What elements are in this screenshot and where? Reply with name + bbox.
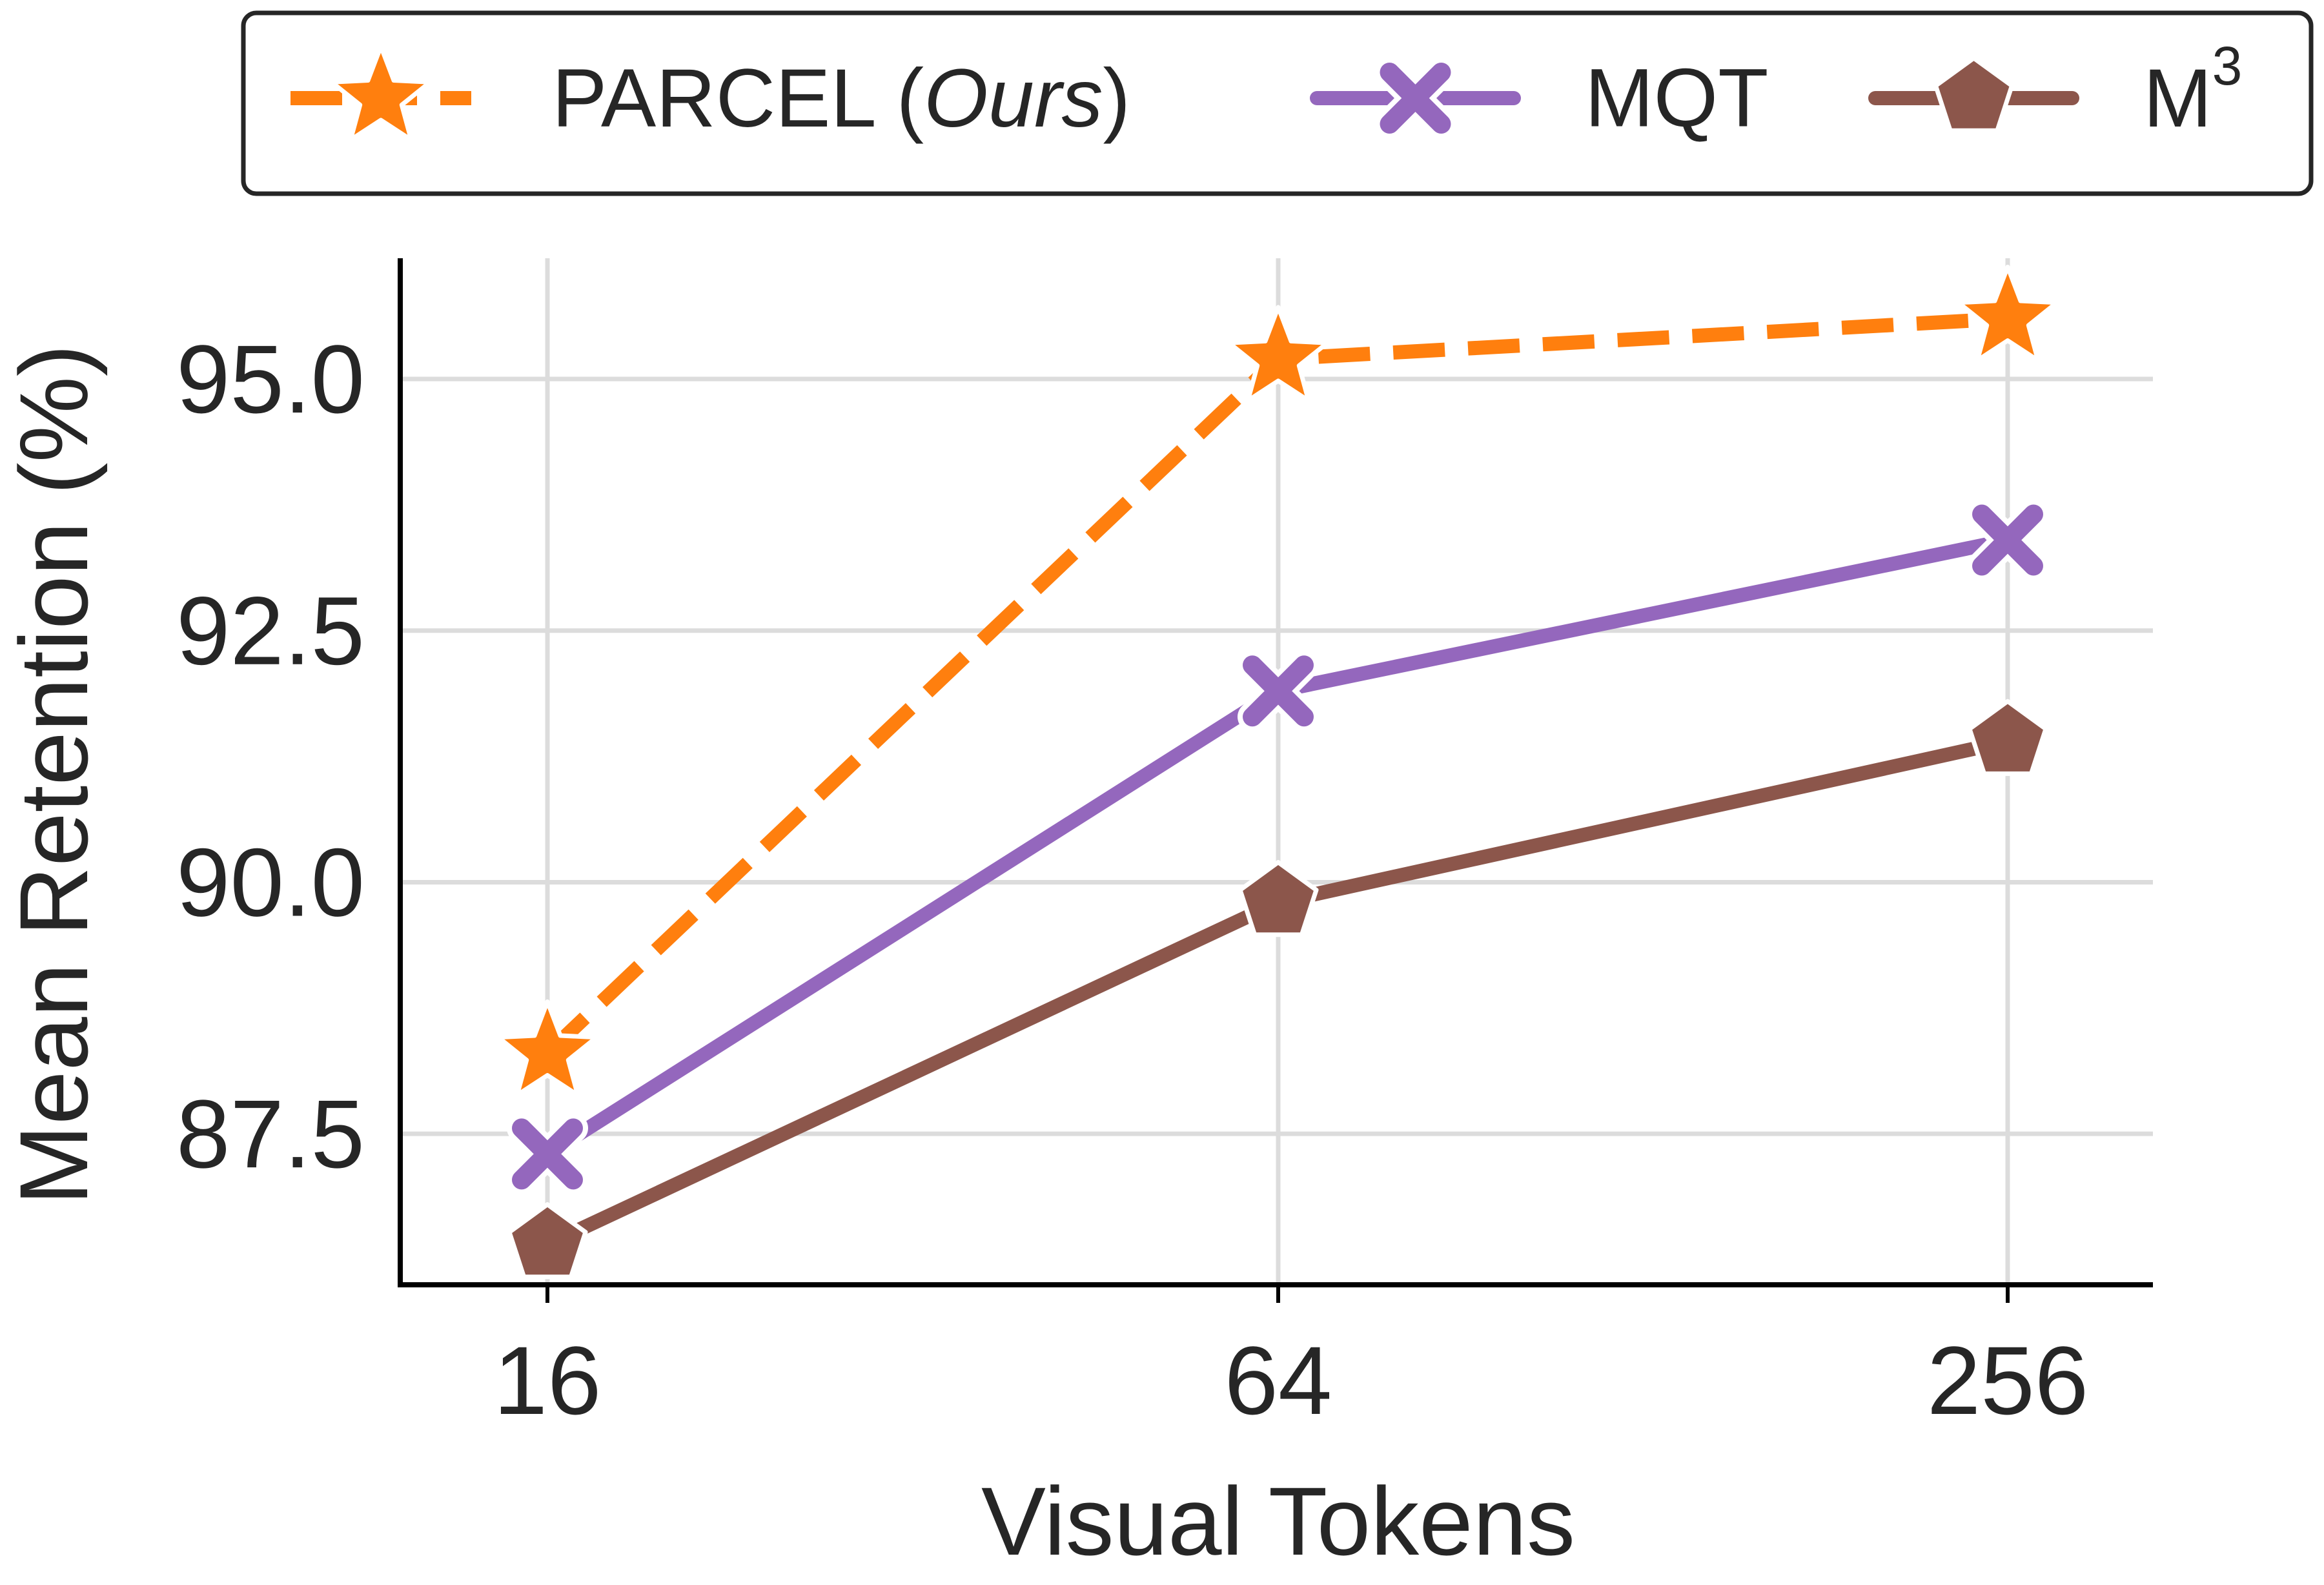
- legend-label-1: MQT: [1585, 52, 1768, 145]
- data-point-pentagon-2: [507, 1202, 588, 1280]
- legend-marker-pentagon: [1933, 56, 2014, 133]
- legend-label-text: ): [1103, 52, 1131, 145]
- x-tick-label: 16: [494, 1326, 602, 1435]
- data-point-star-0: [496, 999, 599, 1098]
- legend-label-text: PARCEL (: [552, 52, 924, 145]
- axes: 87.5 90.0 92.5 95.0 16 64 256: [176, 258, 2153, 1435]
- data-point-star-0: [1956, 265, 2059, 363]
- legend-label-italic: Ours: [924, 52, 1103, 145]
- legend-frame: [241, 10, 2314, 196]
- data-point-star-0: [1227, 305, 1330, 404]
- grid-lines: [400, 258, 2153, 1285]
- legend-label-superscript: 3: [2212, 36, 2243, 96]
- y-axis-label: Mean Retention (%): [0, 344, 108, 1205]
- y-tick-label: 87.5: [176, 1079, 365, 1188]
- legend-label-2: M3: [2143, 36, 2242, 145]
- y-tick-label: 95.0: [176, 325, 365, 433]
- legend: PARCEL (Ours) MQT M3: [241, 10, 2314, 196]
- legend-marker-x: [1374, 57, 1456, 139]
- y-tick-label: 90.0: [176, 828, 365, 936]
- data-point-pentagon-2: [1967, 699, 2048, 776]
- x-tick-label: 64: [1225, 1326, 1332, 1435]
- series-layer: [496, 265, 2059, 1280]
- data-point-pentagon-2: [1238, 860, 1319, 937]
- x-tick-label: 256: [1927, 1326, 2088, 1435]
- legend-label-text: M: [2143, 52, 2212, 145]
- data-point-x-1: [1238, 650, 1319, 732]
- legend-label-0: PARCEL (Ours): [552, 52, 1130, 145]
- y-tick-label: 92.5: [176, 577, 365, 685]
- legend-marker-star: [329, 44, 433, 143]
- data-point-x-1: [1967, 499, 2048, 581]
- x-axis-label: Visual Tokens: [981, 1467, 1575, 1575]
- data-point-x-1: [507, 1113, 588, 1195]
